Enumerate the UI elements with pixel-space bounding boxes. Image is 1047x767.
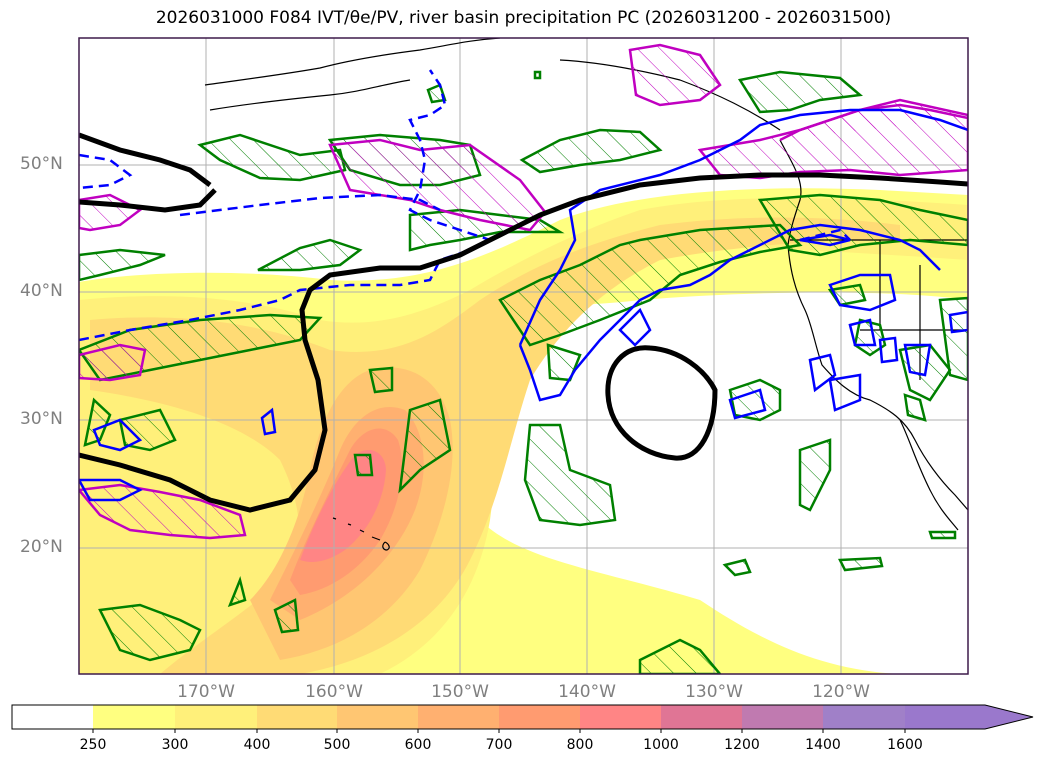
green-contours <box>79 70 968 674</box>
lon-label-170w: 170°W <box>177 682 235 702</box>
colorbar-label: 500 <box>323 737 351 753</box>
colorbar-ticks <box>92 729 906 733</box>
lat-label-30n: 30°N <box>20 409 63 429</box>
magenta-contours <box>79 43 968 540</box>
colorbar-label: 1000 <box>643 737 679 753</box>
colorbar-segment <box>499 705 580 729</box>
pv-contours <box>79 132 968 513</box>
colorbar-segment <box>823 705 905 729</box>
hawaii-islands <box>332 517 390 551</box>
colorbar-label: 250 <box>79 737 107 753</box>
colorbar-label: 800 <box>566 737 594 753</box>
lat-label-50n: 50°N <box>20 154 63 174</box>
colorbar-segment <box>418 705 499 729</box>
colorbar <box>11 704 1034 733</box>
lon-label-120w: 120°W <box>812 682 870 702</box>
map-title: 2026031000 F084 IVT/θe/PV, river basin p… <box>155 8 892 28</box>
plot-frame <box>78 37 969 675</box>
lon-label-150w: 150°W <box>431 682 489 702</box>
blue-solid-contours <box>79 108 968 502</box>
colorbar-segment <box>580 705 661 729</box>
colorbar-outline <box>11 704 1034 730</box>
colorbar-segment <box>175 705 257 729</box>
colorbar-segment <box>337 705 418 729</box>
colorbar-segment <box>742 705 823 729</box>
lon-label-140w: 140°W <box>558 682 616 702</box>
colorbar-extend-arrow <box>905 705 1033 729</box>
colorbar-label: 1200 <box>724 737 760 753</box>
lon-label-130w: 130°W <box>685 682 743 702</box>
colorbar-label: 600 <box>404 737 432 753</box>
colorbar-label: 400 <box>243 737 271 753</box>
colorbar-label: 700 <box>485 737 513 753</box>
colorbar-label: 1400 <box>805 737 841 753</box>
colorbar-segment <box>12 705 93 729</box>
colorbar-segment <box>257 705 337 729</box>
colorbar-segment <box>93 705 175 729</box>
lat-label-20n: 20°N <box>20 537 63 557</box>
ivt-800 <box>300 450 386 562</box>
baja-coast <box>899 419 959 531</box>
colorbar-segment <box>661 705 742 729</box>
lat-label-40n: 40°N <box>20 281 63 301</box>
ivt-400 <box>90 217 900 674</box>
lon-label-160w: 160°W <box>305 682 363 702</box>
colorbar-label: 300 <box>161 737 189 753</box>
colorbar-label: 1600 <box>887 737 923 753</box>
